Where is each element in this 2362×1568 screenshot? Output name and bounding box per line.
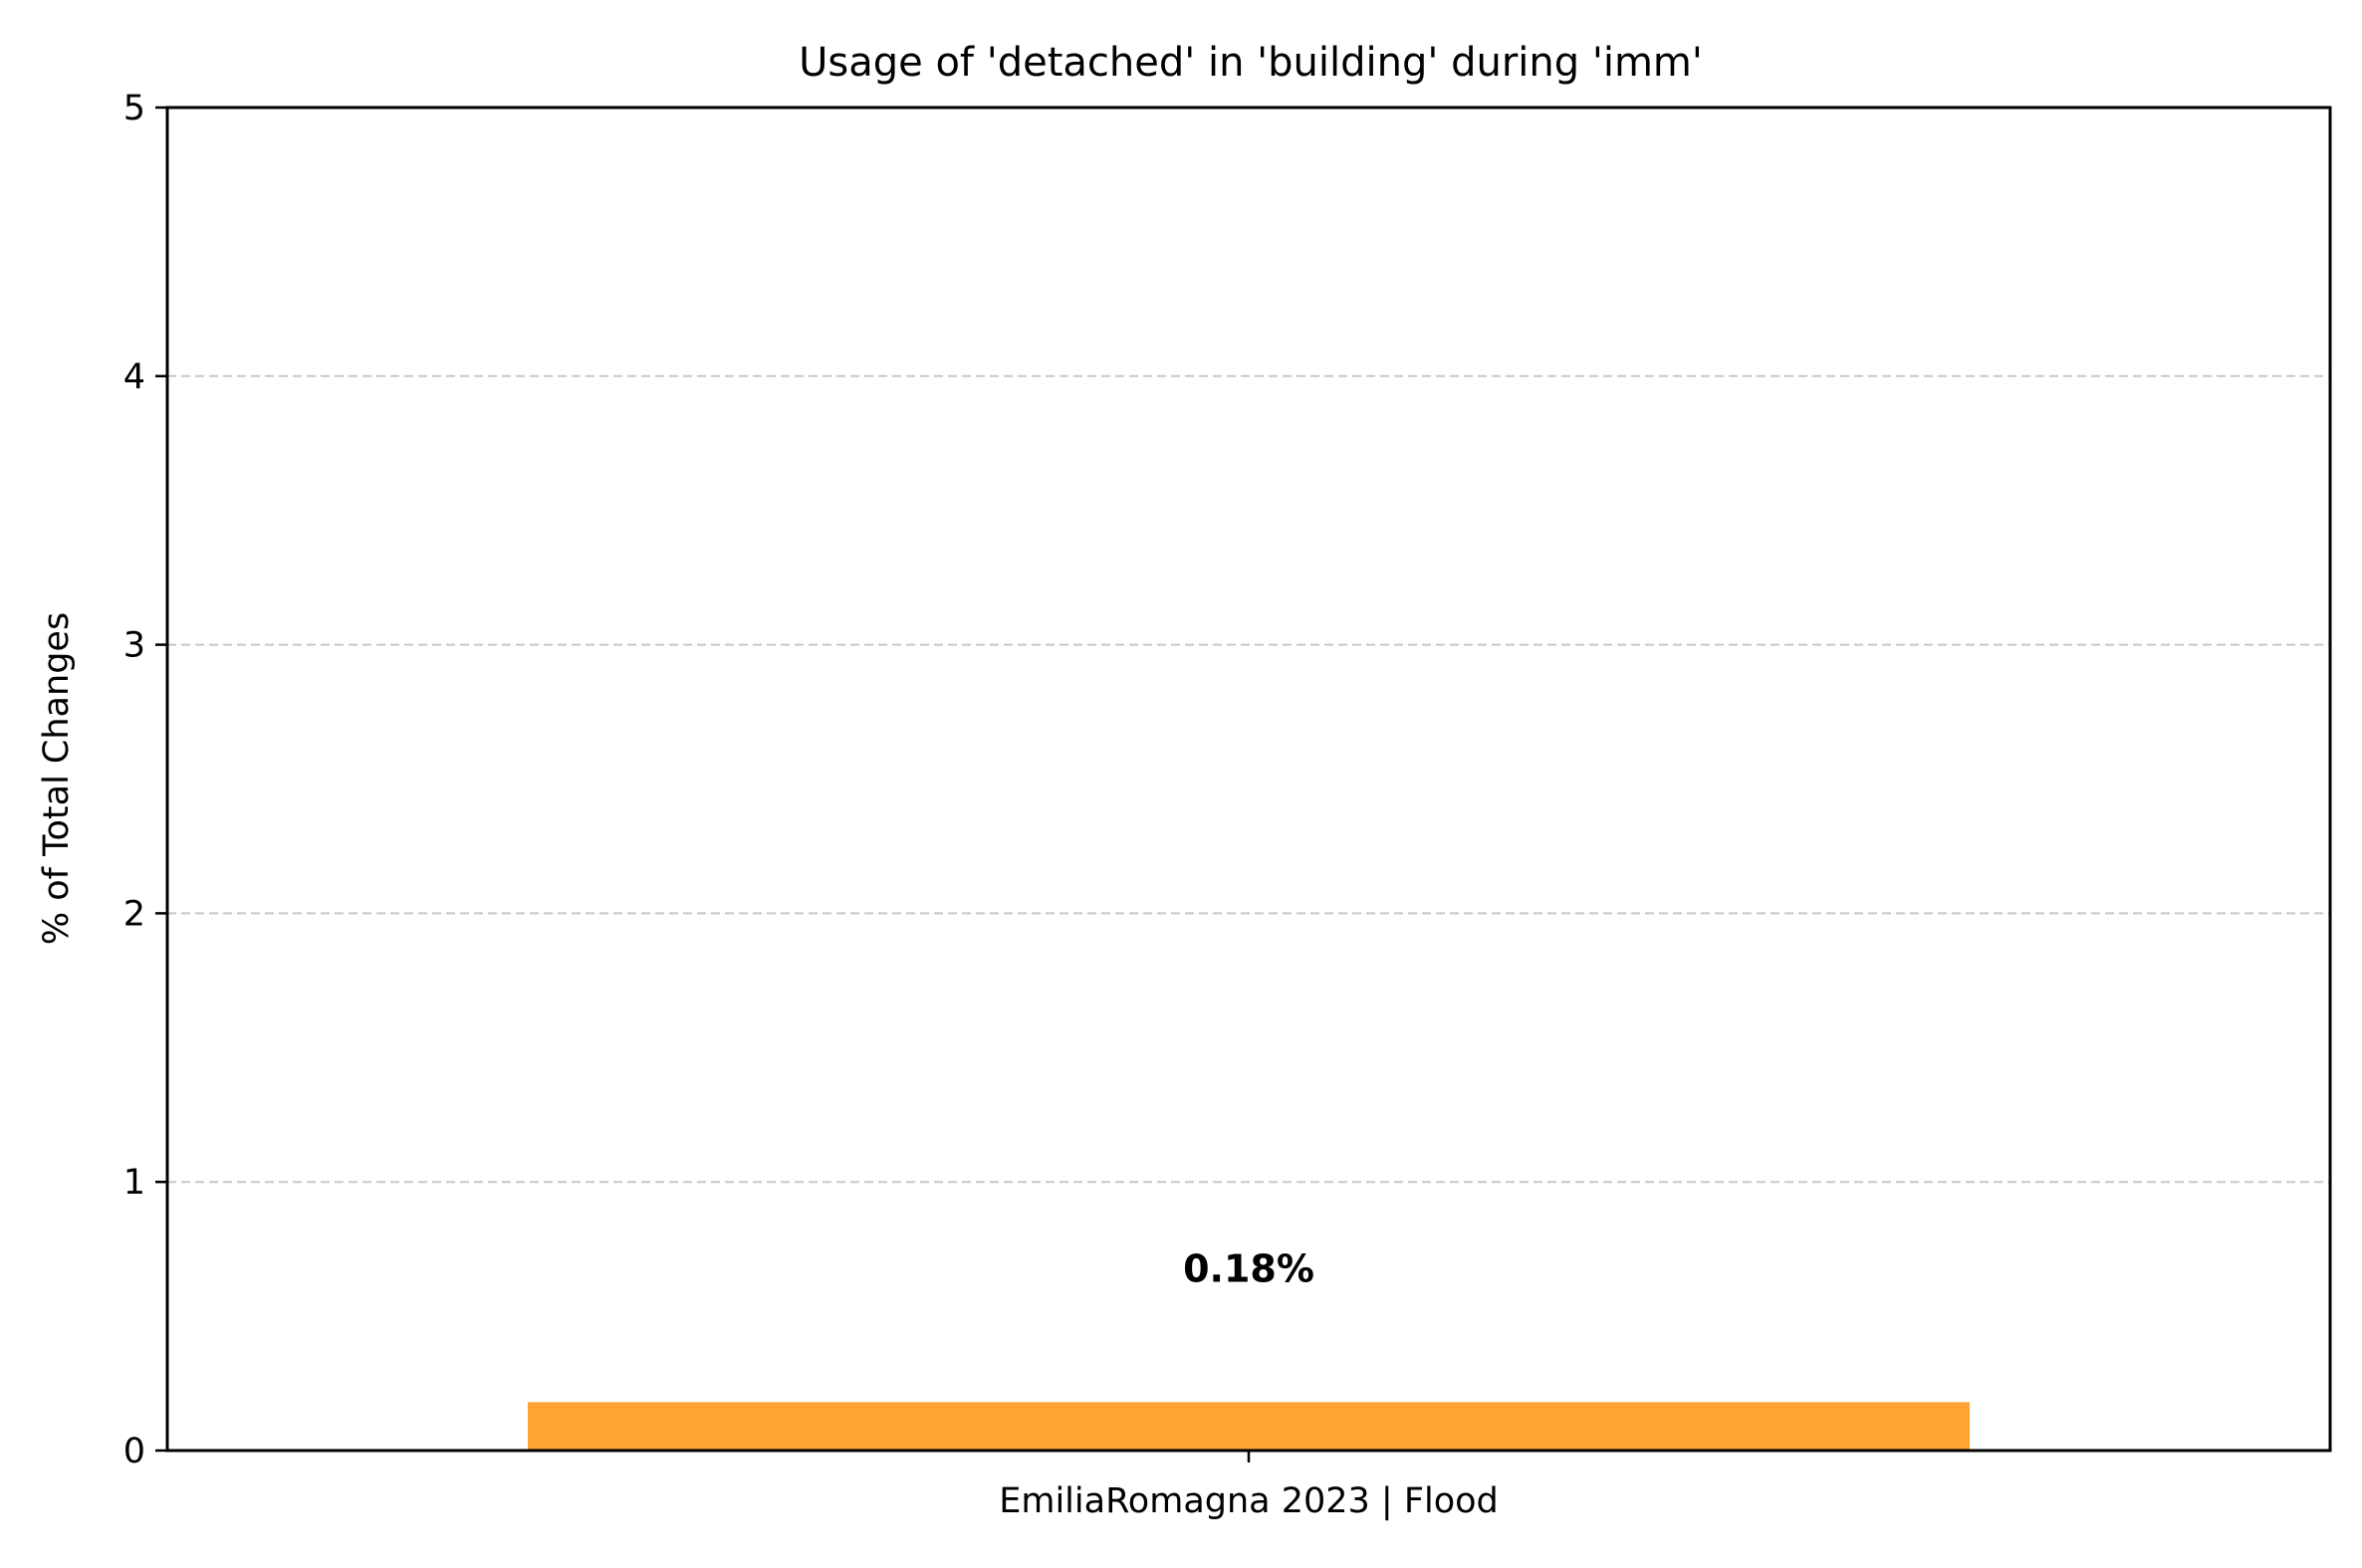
y-tick-label: 5	[123, 89, 145, 128]
chart-title: Usage of 'detached' in 'building' during…	[799, 40, 1703, 86]
data-labels: 0.18%	[1183, 1247, 1314, 1291]
grid-lines	[167, 374, 2330, 1184]
x-tick-label: EmiliaRomagna 2023 | Flood	[999, 1481, 1499, 1521]
bar	[528, 1402, 1970, 1451]
x-axis: EmiliaRomagna 2023 | Flood	[999, 1451, 1499, 1521]
y-tick-label: 4	[123, 357, 145, 397]
bars	[528, 1402, 1970, 1451]
y-axis-label: % of Total Changes	[37, 612, 77, 945]
y-tick-label: 0	[123, 1432, 145, 1471]
y-axis: 0 1 2 3 4 5	[123, 89, 167, 1471]
bar-value-label: 0.18%	[1183, 1247, 1314, 1291]
y-tick-label: 1	[123, 1163, 145, 1203]
y-tick-label: 3	[123, 626, 145, 666]
y-tick-label: 2	[123, 894, 145, 934]
